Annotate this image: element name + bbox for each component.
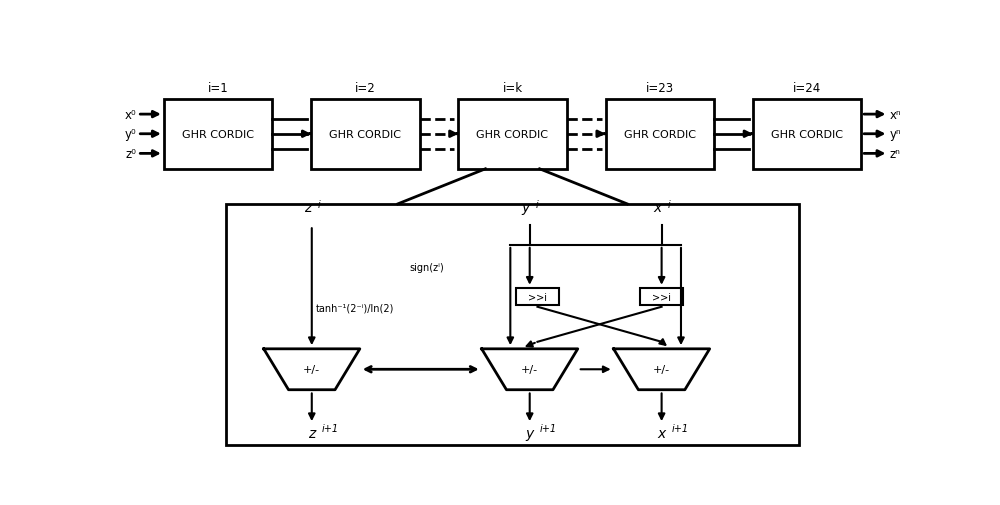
Text: i: i — [318, 199, 321, 209]
Text: i+1: i+1 — [540, 423, 557, 433]
Text: x: x — [654, 200, 662, 214]
Text: x: x — [657, 426, 666, 440]
Text: z: z — [304, 200, 312, 214]
Text: GHR CORDIC: GHR CORDIC — [624, 129, 696, 139]
Text: i=2: i=2 — [355, 82, 376, 95]
Text: GHR CORDIC: GHR CORDIC — [182, 129, 254, 139]
Text: i=1: i=1 — [208, 82, 228, 95]
Text: GHR CORDIC: GHR CORDIC — [329, 129, 401, 139]
Text: i: i — [668, 199, 671, 209]
Text: +/-: +/- — [521, 365, 538, 375]
Text: zⁿ: zⁿ — [890, 147, 901, 161]
Text: GHR CORDIC: GHR CORDIC — [477, 129, 548, 139]
Text: i=k: i=k — [502, 82, 523, 95]
Text: i+1: i+1 — [672, 423, 689, 433]
Polygon shape — [264, 349, 360, 390]
Bar — [606, 99, 714, 170]
Text: y⁰: y⁰ — [125, 128, 137, 141]
Text: y: y — [522, 200, 530, 214]
Text: i+1: i+1 — [322, 423, 339, 433]
Bar — [640, 289, 683, 305]
Text: i=24: i=24 — [793, 82, 821, 95]
Text: i: i — [536, 199, 539, 209]
Text: GHR CORDIC: GHR CORDIC — [771, 129, 843, 139]
Bar — [311, 99, 420, 170]
Text: x⁰: x⁰ — [125, 109, 137, 121]
Text: tanh⁻¹(2⁻ⁱ)/ln(2): tanh⁻¹(2⁻ⁱ)/ln(2) — [316, 303, 394, 313]
Text: z: z — [308, 426, 315, 440]
Text: sign(zⁱ): sign(zⁱ) — [409, 262, 444, 272]
Bar — [458, 99, 567, 170]
Text: >>i: >>i — [652, 292, 671, 302]
Text: xⁿ: xⁿ — [890, 109, 902, 121]
Bar — [516, 289, 559, 305]
Text: z⁰: z⁰ — [126, 147, 137, 161]
Polygon shape — [482, 349, 578, 390]
Bar — [753, 99, 861, 170]
Bar — [226, 205, 799, 445]
Text: yⁿ: yⁿ — [890, 128, 902, 141]
Text: +/-: +/- — [303, 365, 320, 375]
Text: y: y — [526, 426, 534, 440]
Text: i=23: i=23 — [646, 82, 674, 95]
Text: +/-: +/- — [653, 365, 670, 375]
Bar — [164, 99, 272, 170]
Polygon shape — [614, 349, 710, 390]
Text: >>i: >>i — [528, 292, 547, 302]
